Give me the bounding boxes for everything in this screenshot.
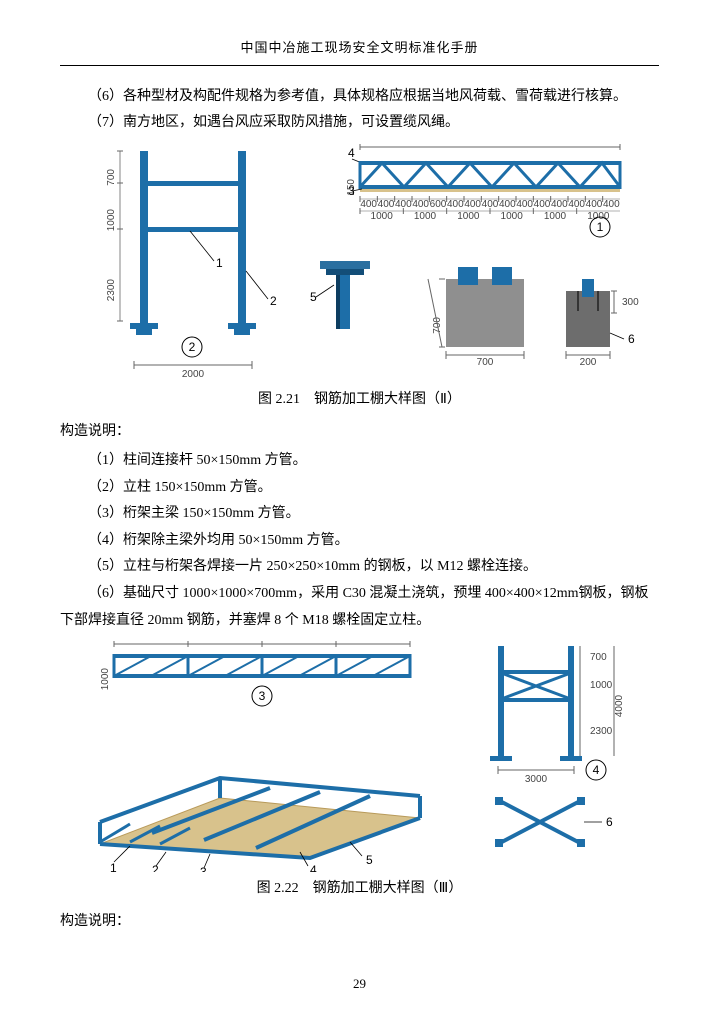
- svg-text:3000: 3000: [287, 640, 310, 643]
- svg-text:3000: 3000: [139, 640, 162, 643]
- dim-700: 700: [106, 168, 117, 185]
- tag-2: 2: [270, 294, 277, 308]
- circle-3: 3: [258, 689, 265, 703]
- svg-text:400: 400: [446, 199, 463, 210]
- desc-1: （1）柱间连接杆 50×150mm 方管。: [60, 448, 659, 475]
- dim-6000: 6000: [478, 143, 501, 146]
- dim-700-r: 700: [590, 652, 607, 663]
- svg-text:400: 400: [498, 199, 515, 210]
- desc-header: 构造说明：: [60, 419, 659, 446]
- callout-4: 4: [348, 146, 355, 160]
- svg-text:400: 400: [377, 199, 394, 210]
- persp-tag-5: 5: [366, 853, 373, 867]
- intro-para-7: （7）南方地区，如遇台风应采取防风措施，可设置缆风绳。: [60, 110, 659, 137]
- dim-4000-r: 4000: [614, 695, 625, 718]
- dim-f2-h: 300: [622, 297, 639, 308]
- persp-tag-3: 3: [200, 865, 207, 872]
- tag-1: 1: [216, 256, 223, 270]
- cross-tag-6: 6: [606, 815, 613, 829]
- svg-text:400: 400: [464, 199, 481, 210]
- dim-2300: 2300: [106, 278, 117, 301]
- dim-1000-top: 1000: [100, 668, 111, 691]
- desc2-header: 构造说明：: [60, 909, 659, 936]
- figure-2-22: 3000 3000 3000 3000 1000 3: [80, 640, 640, 872]
- intro-para-6: （6）各种型材及构配件规格为参考值，具体规格应根据当地风荷载、雪荷载进行核算。: [60, 84, 659, 111]
- page-number: 29: [0, 972, 719, 997]
- circle-1: 1: [596, 220, 603, 234]
- desc-5: （5）立柱与桁架各焊接一片 250×250×10mm 的钢板，以 M12 螺栓连…: [60, 554, 659, 581]
- dim-2300-r: 2300: [590, 726, 613, 737]
- persp-tag-4: 4: [310, 863, 317, 872]
- tag-5: 5: [310, 290, 317, 304]
- svg-text:600: 600: [429, 199, 446, 210]
- svg-text:3000: 3000: [213, 640, 236, 643]
- tag-6: 6: [628, 332, 635, 346]
- svg-text:1000: 1000: [457, 211, 480, 222]
- persp-tag-2: 2: [152, 863, 159, 872]
- svg-text:400: 400: [533, 199, 550, 210]
- svg-text:3000: 3000: [361, 640, 384, 643]
- svg-text:1000: 1000: [413, 211, 436, 222]
- desc-6: （6）基础尺寸 1000×1000×700mm，采用 C30 混凝土浇筑，预埋 …: [60, 581, 659, 634]
- svg-text:400: 400: [360, 199, 377, 210]
- header-rule: [60, 65, 659, 66]
- svg-text:1000: 1000: [370, 211, 393, 222]
- svg-text:400: 400: [412, 199, 429, 210]
- dim-1000: 1000: [106, 208, 117, 231]
- figure-2-21-caption: 图 2.21 钢筋加工棚大样图（Ⅱ）: [60, 387, 659, 414]
- dim-f2-w: 200: [579, 357, 596, 368]
- svg-text:400: 400: [585, 199, 602, 210]
- circle-4: 4: [592, 763, 599, 777]
- figure-2-21: 700 1000 2300 1 2 2: [80, 143, 640, 383]
- svg-text:400: 400: [516, 199, 533, 210]
- dim-1000-r: 1000: [590, 680, 613, 691]
- svg-text:1000: 1000: [543, 211, 566, 222]
- figure-2-22-caption: 图 2.22 钢筋加工棚大样图（Ⅲ）: [60, 876, 659, 903]
- svg-text:1000: 1000: [500, 211, 523, 222]
- svg-text:400: 400: [602, 199, 619, 210]
- svg-text:400: 400: [550, 199, 567, 210]
- page-header: 中国中冶施工现场安全文明标准化手册: [60, 36, 659, 61]
- desc-4: （4）桁架除主梁外均用 50×150mm 方管。: [60, 528, 659, 555]
- dim-f1-w: 700: [476, 357, 493, 368]
- circle-2: 2: [188, 340, 195, 354]
- dim-2000: 2000: [181, 369, 204, 380]
- dim-3000-r: 3000: [524, 774, 547, 785]
- desc-2: （2）立柱 150×150mm 方管。: [60, 475, 659, 502]
- desc-3: （3）桁架主梁 150×150mm 方管。: [60, 501, 659, 528]
- persp-tag-1: 1: [110, 861, 117, 872]
